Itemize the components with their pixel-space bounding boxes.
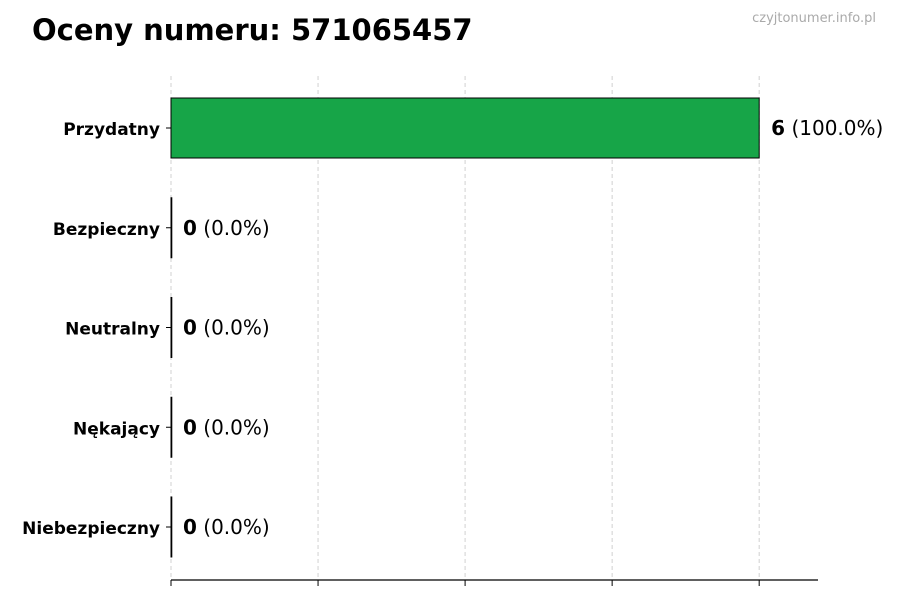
y-tick-label: Przydatny: [63, 120, 160, 140]
bar-nękający: [170, 396, 173, 458]
data-label: 0 (0.0%): [183, 316, 270, 340]
axes: Przydatny Bezpieczny Neutralny Nękający Nieb…: [22, 120, 818, 586]
data-label: 0 (0.0%): [183, 515, 270, 539]
watermark: czyjtonumer.info.pl: [752, 11, 876, 26]
data-label: 6 (100.0%): [771, 116, 883, 140]
bar-niebezpieczny: [170, 496, 173, 558]
data-label-value: 6: [771, 116, 785, 140]
data-label-percent: (100.0%): [785, 116, 883, 140]
grid: [170, 76, 760, 580]
data-label: 0 (0.0%): [183, 415, 270, 439]
bar-bezpieczny: [170, 197, 173, 259]
bar-przydatny: [170, 97, 760, 159]
data-label-percent: (0.0%): [197, 515, 270, 539]
y-tick-label: Niebezpieczny: [22, 519, 160, 539]
data-label-percent: (0.0%): [197, 415, 270, 439]
y-tick-label: Bezpieczny: [53, 220, 160, 240]
bar-neutralny: [170, 297, 173, 358]
y-tick-label: Nękający: [73, 419, 160, 439]
data-label-percent: (0.0%): [197, 316, 270, 340]
data-label-percent: (0.0%): [197, 216, 270, 240]
y-tick-label: Neutralny: [65, 320, 160, 340]
data-label-value: 0: [183, 316, 197, 340]
data-label: 0 (0.0%): [183, 216, 270, 240]
bars: 6 (100.0%)0 (0.0%)0 (0.0%)0 (0.0%)0 (0.0…: [170, 97, 883, 558]
data-label-value: 0: [183, 515, 197, 539]
chart-title: Oceny numeru: 571065457: [32, 13, 473, 47]
data-label-value: 0: [183, 216, 197, 240]
data-label-value: 0: [183, 415, 197, 439]
